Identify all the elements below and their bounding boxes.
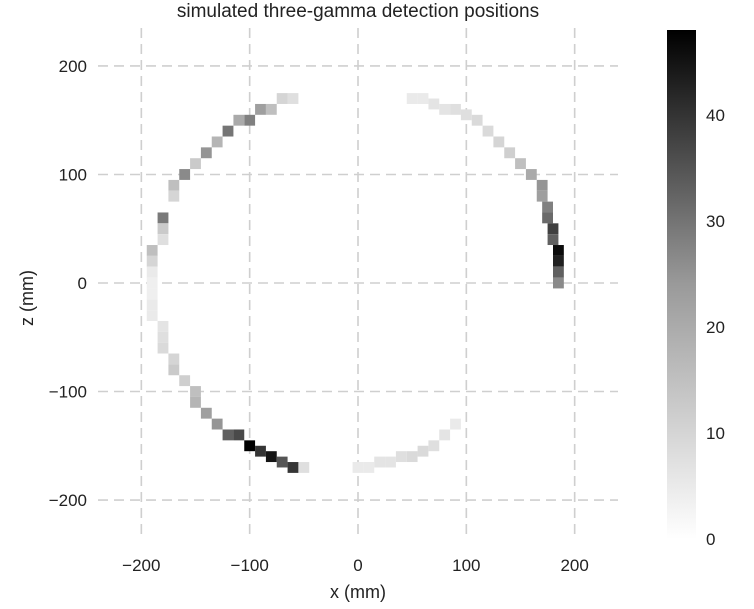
heatmap-cell bbox=[211, 136, 223, 148]
heatmap-cell bbox=[157, 342, 169, 354]
colorbar-tick-label: 30 bbox=[706, 212, 725, 231]
colorbar-tick-label: 40 bbox=[706, 106, 725, 125]
heatmap-cell bbox=[439, 429, 451, 441]
heatmap-cell bbox=[233, 429, 245, 441]
heatmap-cell bbox=[553, 245, 564, 256]
heatmap-cell bbox=[374, 456, 386, 468]
heatmap-cell bbox=[255, 445, 266, 457]
heatmap-cell bbox=[428, 98, 440, 110]
x-tick-label: 100 bbox=[452, 556, 480, 575]
heatmap-cell bbox=[525, 169, 537, 180]
y-tick-label: −100 bbox=[49, 383, 87, 402]
x-tick-labels: −200 −100 0 100 200 bbox=[122, 556, 589, 575]
heatmap-cell bbox=[417, 93, 429, 104]
heatmap-cell bbox=[244, 440, 256, 452]
heatmap-cell bbox=[146, 310, 158, 321]
heatmap-cell bbox=[276, 456, 288, 468]
x-tick-label: 0 bbox=[353, 556, 362, 575]
heatmap-cell bbox=[406, 93, 418, 104]
colorbar-tick-label: 0 bbox=[706, 530, 715, 549]
colorbar bbox=[667, 30, 696, 539]
y-tick-labels: −200 −100 0 100 200 bbox=[49, 57, 87, 510]
heatmap-cell bbox=[265, 451, 277, 463]
heatmap-cell bbox=[190, 386, 201, 397]
heatmap-cell bbox=[417, 445, 429, 457]
heatmap-cell bbox=[287, 93, 299, 104]
heatmap-cell bbox=[211, 418, 223, 430]
heatmap-cell bbox=[553, 277, 564, 289]
heatmap-cell bbox=[168, 190, 180, 202]
heatmap-cell bbox=[298, 462, 310, 473]
heatmap-cell bbox=[146, 245, 158, 256]
heatmap-cell bbox=[200, 147, 212, 159]
heatmap-cell bbox=[179, 375, 191, 387]
heatmap-cell bbox=[536, 190, 548, 202]
grid-lines bbox=[98, 28, 618, 538]
heatmap-cell bbox=[233, 114, 245, 126]
heatmap-cell bbox=[200, 407, 212, 419]
y-tick-label: 0 bbox=[78, 274, 87, 293]
heatmap-cell bbox=[428, 440, 440, 452]
heatmap-cell bbox=[168, 179, 180, 191]
heatmap-cell bbox=[255, 103, 266, 115]
heatmap-cell bbox=[179, 169, 191, 180]
heatmap-cell bbox=[504, 147, 516, 159]
heatmap-cell bbox=[168, 353, 180, 365]
heatmap-cell bbox=[276, 93, 288, 104]
x-tick-label: 200 bbox=[560, 556, 588, 575]
heatmap-cell bbox=[482, 125, 494, 137]
heatmap-cell bbox=[146, 288, 158, 300]
heatmap-cell bbox=[542, 212, 553, 224]
heatmap-cell bbox=[547, 223, 559, 235]
y-tick-label: −200 bbox=[49, 491, 87, 510]
heatmap-cell bbox=[265, 103, 277, 115]
heatmap-cell bbox=[190, 158, 201, 170]
heatmap-cell bbox=[450, 103, 461, 115]
heatmap-cell bbox=[553, 255, 564, 267]
heatmap-cell bbox=[385, 456, 396, 468]
heatmap-cells bbox=[146, 93, 564, 473]
heatmap-cell bbox=[157, 331, 169, 343]
heatmap-cell bbox=[146, 299, 158, 311]
heatmap-cell bbox=[515, 158, 526, 170]
heatmap-cell bbox=[536, 179, 548, 191]
heatmap-cell bbox=[450, 418, 461, 430]
chart-title: simulated three-gamma detection position… bbox=[177, 1, 539, 22]
heatmap-cell bbox=[406, 451, 418, 463]
heatmap-cell bbox=[547, 234, 559, 246]
heatmap-cell bbox=[157, 212, 169, 224]
x-tick-label: −100 bbox=[231, 556, 269, 575]
heatmap-cell bbox=[146, 266, 158, 278]
heatmap-cell bbox=[157, 320, 169, 332]
x-tick-label: −200 bbox=[122, 556, 160, 575]
heatmap-cell bbox=[439, 103, 451, 115]
x-axis-label: x (mm) bbox=[330, 582, 386, 602]
heatmap-cell bbox=[222, 429, 234, 441]
heatmap-cell bbox=[222, 125, 234, 137]
heatmap-cell bbox=[168, 364, 180, 376]
heatmap-cell bbox=[352, 462, 364, 473]
heatmap-cell bbox=[190, 396, 201, 408]
heatmap-cell bbox=[146, 277, 158, 289]
heatmap-cell bbox=[553, 266, 564, 278]
heatmap-cell bbox=[287, 462, 299, 473]
colorbar-tick-label: 20 bbox=[706, 318, 725, 337]
y-tick-label: 200 bbox=[59, 57, 87, 76]
heatmap-cell bbox=[460, 109, 472, 121]
heatmap-cell bbox=[146, 255, 158, 267]
colorbar-tick-label: 10 bbox=[706, 424, 725, 443]
y-axis-label: z (mm) bbox=[17, 270, 37, 326]
heatmap-cell bbox=[395, 451, 407, 463]
heatmap-cell bbox=[157, 234, 169, 246]
heatmap-cell bbox=[157, 223, 169, 235]
heatmap-cell bbox=[363, 462, 375, 473]
y-tick-label: 100 bbox=[59, 165, 87, 184]
colorbar-tick-labels: 0 10 20 30 40 bbox=[706, 106, 725, 549]
heatmap-cell bbox=[471, 114, 483, 126]
heatmap-cell bbox=[542, 201, 553, 213]
heatmap-cell bbox=[493, 136, 505, 148]
heatmap-cell bbox=[244, 114, 256, 126]
